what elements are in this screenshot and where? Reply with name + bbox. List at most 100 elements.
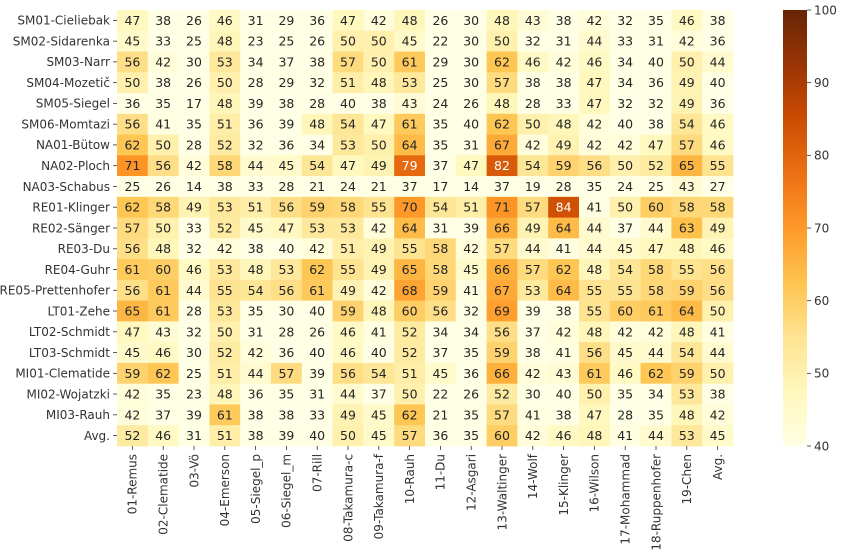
cell-value-label: 24 (432, 96, 448, 111)
heatmap-cell (209, 155, 241, 177)
heatmap-cell (486, 217, 518, 239)
cell-value-label: 61 (586, 366, 602, 381)
heatmap-cell (117, 300, 149, 322)
heatmap-cell (332, 176, 364, 198)
heatmap-cell (640, 51, 672, 73)
cell-value-label: 55 (586, 304, 602, 319)
heatmap-cell (117, 51, 149, 73)
heatmap-cell (640, 321, 672, 343)
colorbar-tick-label: 60 (814, 294, 829, 308)
row-label: MI01-Clematide (15, 367, 110, 381)
cell-value-label: 52 (402, 345, 418, 360)
cell-value-label: 33 (248, 179, 264, 194)
cell-value-label: 42 (371, 13, 387, 28)
heatmap-cell (486, 238, 518, 260)
cell-value-label: 82 (494, 158, 510, 173)
cell-value-label: 46 (525, 54, 541, 69)
heatmap-cell (517, 10, 549, 32)
cell-value-label: 40 (710, 75, 726, 90)
cell-value-label: 60 (617, 304, 633, 319)
heatmap-cell (579, 30, 611, 52)
heatmap-cell (147, 238, 179, 260)
cell-value-label: 31 (432, 220, 448, 235)
cell-value-label: 60 (648, 200, 664, 215)
cell-value-label: 50 (371, 137, 387, 152)
cell-value-label: 36 (710, 96, 726, 111)
heatmap-cell (609, 113, 641, 135)
cell-value-label: 50 (617, 158, 633, 173)
cell-value-label: 54 (679, 117, 695, 132)
cell-value-label: 26 (309, 324, 325, 339)
cell-value-label: 56 (710, 262, 726, 277)
cell-value-label: 42 (186, 158, 202, 173)
heatmap-cell (209, 342, 241, 364)
cell-value-label: 56 (278, 200, 294, 215)
heatmap-cell (548, 196, 580, 218)
column-label: 06-Siegel_m (280, 454, 294, 528)
heatmap-cell (640, 113, 672, 135)
heatmap-cell (301, 404, 333, 426)
heatmap-cell (394, 342, 426, 364)
heatmap-cell (517, 383, 549, 405)
cell-value-label: 64 (402, 220, 418, 235)
heatmap-cell (271, 72, 303, 94)
cell-value-label: 52 (648, 158, 664, 173)
cell-value-label: 46 (155, 345, 171, 360)
heatmap-cell (271, 176, 303, 198)
heatmap-cell (178, 217, 210, 239)
row-label: LT02-Schmidt (29, 325, 110, 339)
cell-value-label: 48 (217, 96, 233, 111)
cell-value-label: 44 (586, 241, 602, 256)
column-label: 09-Takamura-f (372, 453, 386, 539)
cell-value-label: 32 (648, 96, 664, 111)
heatmap-cell (363, 259, 395, 281)
heatmap-cell (640, 30, 672, 52)
cell-value-label: 37 (155, 407, 171, 422)
column-label: 14-Wolf (526, 453, 540, 499)
heatmap-cell (671, 217, 703, 239)
heatmap-cell (455, 217, 487, 239)
heatmap-cell (455, 259, 487, 281)
heatmap-cell (301, 300, 333, 322)
cell-value-label: 43 (679, 179, 695, 194)
heatmap-cell (394, 72, 426, 94)
cell-value-label: 57 (494, 407, 510, 422)
cell-value-label: 54 (679, 345, 695, 360)
heatmap-cell (301, 176, 333, 198)
cell-value-label: 36 (248, 387, 264, 402)
heatmap-cell (640, 176, 672, 198)
heatmap-cell (332, 342, 364, 364)
heatmap-cell (671, 51, 703, 73)
cell-value-label: 61 (648, 304, 664, 319)
cell-value-label: 30 (463, 13, 479, 28)
heatmap-cell (640, 134, 672, 156)
cell-value-label: 25 (186, 34, 202, 49)
heatmap-cell (425, 196, 457, 218)
heatmap-cell (486, 342, 518, 364)
cell-value-label: 42 (648, 324, 664, 339)
row-label: NA03-Schabus (23, 180, 110, 194)
cell-value-label: 58 (679, 200, 695, 215)
cell-value-label: 57 (494, 75, 510, 90)
cell-value-label: 57 (494, 241, 510, 256)
cell-value-label: 42 (556, 54, 572, 69)
heatmap-cell (702, 113, 734, 135)
cell-value-label: 41 (556, 345, 572, 360)
column-label: 13-Waltinger (495, 454, 509, 531)
heatmap-cell (455, 383, 487, 405)
cell-value-label: 60 (155, 262, 171, 277)
cell-value-label: 38 (309, 54, 325, 69)
cell-value-label: 58 (432, 241, 448, 256)
cell-value-label: 22 (432, 34, 448, 49)
heatmap-cell (548, 113, 580, 135)
cell-value-label: 47 (648, 241, 664, 256)
column-label: 05-Siegel_p (249, 454, 263, 524)
heatmap-cell (332, 259, 364, 281)
cell-value-label: 30 (186, 54, 202, 69)
cell-value-label: 48 (309, 117, 325, 132)
heatmap-cell (455, 155, 487, 177)
cell-value-label: 28 (278, 179, 294, 194)
heatmap-cell (394, 425, 426, 447)
cell-value-label: 58 (710, 200, 726, 215)
heatmap-cell (548, 134, 580, 156)
